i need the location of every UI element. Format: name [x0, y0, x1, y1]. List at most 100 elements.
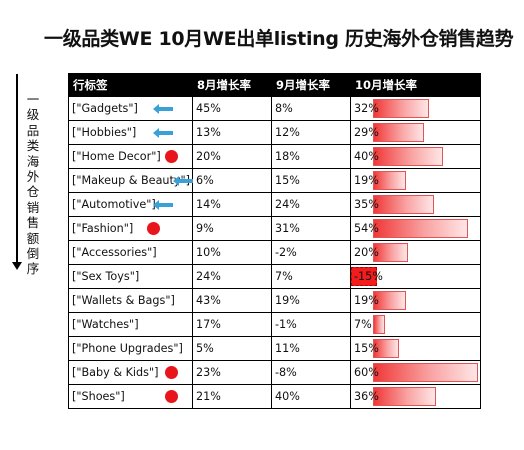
page-title: 一级品类WE 10月WE出单listing 历史海外仓销售趋势	[44, 28, 514, 50]
red-dot-icon	[165, 366, 178, 379]
cell-sep: -1%	[271, 312, 351, 337]
cell-tag: ["Sex Toys"]	[68, 264, 193, 289]
oct-value: 19%	[354, 294, 379, 307]
oct-value: 54%	[354, 222, 379, 235]
cell-tag: ["Home Decor"]	[68, 144, 193, 169]
cell-oct: 35%	[350, 192, 481, 217]
data-bar	[373, 123, 424, 142]
cell-oct: 29%	[350, 120, 481, 145]
data-bar	[351, 267, 377, 286]
cell-sep: 40%	[271, 384, 351, 409]
sort-order-label: 一级品类海外仓销售额倒序	[12, 74, 40, 277]
cell-aug: 17%	[192, 312, 272, 337]
data-bar	[373, 339, 399, 358]
cell-tag: ["Gadgets"]	[68, 96, 193, 121]
tag-label: ["Home Decor"]	[72, 150, 161, 163]
left-arrow-icon	[153, 128, 173, 138]
oct-value: -15%	[354, 270, 383, 283]
table-row: ["Makeup & Beauty"] 6% 15% 19%	[68, 168, 481, 193]
cell-aug: 43%	[192, 288, 272, 313]
red-dot-icon	[165, 390, 178, 403]
data-bar	[373, 291, 406, 310]
data-bar	[373, 171, 406, 190]
cell-oct: 15%	[350, 336, 481, 361]
cell-tag: ["Wallets & Bags"]	[68, 288, 193, 313]
left-arrow-icon	[153, 104, 173, 114]
table-header-row: 行标签 8月增长率 9月增长率 10月增长率	[68, 73, 481, 97]
cell-oct: 7%	[350, 312, 481, 337]
cell-sep: 15%	[271, 168, 351, 193]
table-row: ["Hobbies"] 13% 12% 29%	[68, 120, 481, 145]
data-bar	[373, 387, 436, 406]
cell-tag: ["Shoes"]	[68, 384, 193, 409]
cell-sep: 31%	[271, 216, 351, 241]
cell-sep: 18%	[271, 144, 351, 169]
oct-value: 15%	[354, 342, 379, 355]
cell-aug: 13%	[192, 120, 272, 145]
oct-value: 35%	[354, 198, 379, 211]
oct-value: 7%	[354, 318, 372, 331]
cell-tag: ["Phone Upgrades"]	[68, 336, 193, 361]
table-row: ["Home Decor"] 20% 18% 40%	[68, 144, 481, 169]
cell-oct: 36%	[350, 384, 481, 409]
cell-oct: 20%	[350, 240, 481, 265]
tag-label: ["Phone Upgrades"]	[72, 342, 183, 355]
cell-sep: 8%	[271, 96, 351, 121]
tag-label: ["Shoes"]	[72, 390, 125, 403]
cell-sep: 11%	[271, 336, 351, 361]
cell-aug: 24%	[192, 264, 272, 289]
tag-label: ["Baby & Kids"]	[72, 366, 159, 379]
cell-aug: 45%	[192, 96, 272, 121]
table-row: ["Accessories"] 10% -2% 20%	[68, 240, 481, 265]
cell-oct: 60%	[350, 360, 481, 385]
data-bar	[373, 219, 468, 238]
tag-label: ["Sex Toys"]	[72, 270, 140, 283]
cell-oct: 19%	[350, 288, 481, 313]
cell-oct: 54%	[350, 216, 481, 241]
col-header-tag: 行标签	[68, 73, 193, 97]
table-row: ["Shoes"] 21% 40% 36%	[68, 384, 481, 409]
table-row: ["Sex Toys"] 24% 7% -15%	[68, 264, 481, 289]
data-bar	[373, 99, 429, 118]
table-row: ["Wallets & Bags"] 43% 19% 19%	[68, 288, 481, 313]
cell-aug: 6%	[192, 168, 272, 193]
tag-label: ["Accessories"]	[72, 246, 157, 259]
cell-tag: ["Hobbies"]	[68, 120, 193, 145]
cell-aug: 20%	[192, 144, 272, 169]
cell-tag: ["Fashion"]	[68, 216, 193, 241]
tag-label: ["Fashion"]	[72, 222, 134, 235]
cell-sep: 7%	[271, 264, 351, 289]
cell-aug: 21%	[192, 384, 272, 409]
cell-sep: 19%	[271, 288, 351, 313]
cell-sep: -8%	[271, 360, 351, 385]
tag-label: ["Makeup & Beauty"]	[72, 174, 191, 187]
cell-oct: 40%	[350, 144, 481, 169]
table-row: ["Gadgets"] 45% 8% 32%	[68, 96, 481, 121]
cell-tag: ["Baby & Kids"]	[68, 360, 193, 385]
table-row: ["Baby & Kids"] 23% -8% 60%	[68, 360, 481, 385]
data-bar	[373, 363, 478, 382]
cell-oct: -15%	[350, 264, 481, 289]
data-bar	[373, 147, 443, 166]
cell-sep: 12%	[271, 120, 351, 145]
tag-label: ["Hobbies"]	[72, 126, 137, 139]
cell-oct: 32%	[350, 96, 481, 121]
red-dot-icon	[147, 222, 160, 235]
tag-label: ["Watches"]	[72, 318, 139, 331]
tag-label: ["Automotive"]	[72, 198, 156, 211]
oct-value: 20%	[354, 246, 379, 259]
left-arrow-icon	[173, 176, 193, 186]
cell-sep: 24%	[271, 192, 351, 217]
data-bar	[373, 195, 434, 214]
down-arrow-icon	[12, 74, 22, 270]
cell-sep: -2%	[271, 240, 351, 265]
table-row: ["Watches"] 17% -1% 7%	[68, 312, 481, 337]
data-bar	[373, 243, 408, 262]
col-header-oct: 10月增长率	[350, 73, 481, 97]
cell-oct: 19%	[350, 168, 481, 193]
table-row: ["Fashion"] 9% 31% 54%	[68, 216, 481, 241]
cell-aug: 10%	[192, 240, 272, 265]
growth-table: 行标签 8月增长率 9月增长率 10月增长率 ["Gadgets"] 45% 8% 3…	[68, 73, 481, 409]
sort-order-text: 一级品类海外仓销售额倒序	[26, 92, 40, 277]
red-dot-icon	[165, 150, 178, 163]
